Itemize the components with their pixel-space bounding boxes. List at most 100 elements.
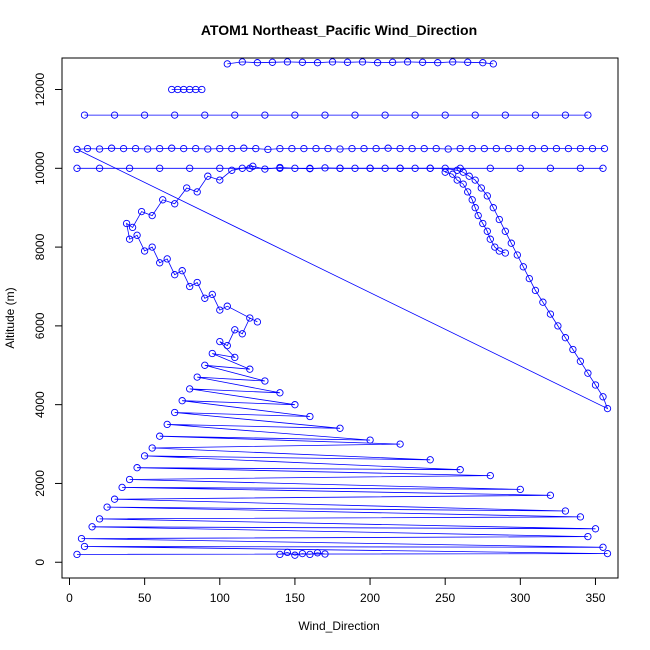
data-point [193,373,201,381]
data-point [140,111,149,119]
data-point [73,550,81,559]
data-point [110,495,119,503]
data-point [321,111,329,119]
data-point [456,466,464,474]
data-point [358,58,367,66]
x-axis-label: Wind_Direction [298,619,379,633]
data-point [131,144,140,153]
data-point [246,365,254,373]
data-point [159,196,167,204]
data-point [403,58,412,66]
data-point [137,207,146,216]
data-point [483,227,491,235]
data-point [603,549,612,558]
chart-title: ATOM1 Northeast_Pacific Wind_Direction [201,22,477,38]
data-point [283,548,292,557]
data-point [306,164,314,172]
data-point [366,436,374,444]
data-point [148,444,156,452]
data-point [306,412,314,421]
data-point [546,310,555,318]
data-point [449,170,457,178]
data-point [261,165,269,173]
data-point [201,111,209,119]
y-tick-label: 10000 [33,151,47,185]
data-point [110,111,119,119]
data-point [246,164,254,172]
data-point [501,111,509,119]
data-point [591,525,600,533]
data-point [464,188,472,196]
data-point [540,144,549,153]
data-point [384,144,392,152]
data-point [291,111,299,119]
series-line [279,551,326,556]
data-point [599,393,607,401]
data-point [584,111,592,119]
data-point [73,164,81,172]
data-point [492,144,500,153]
data-point [73,145,81,154]
data-point [381,111,389,119]
data-point [133,231,141,239]
data-point [360,144,368,153]
data-point [426,164,434,172]
data-point [148,211,156,220]
data-point [204,172,212,180]
series-1 [73,164,607,172]
data-point [486,471,494,480]
data-point [432,144,440,153]
data-point [201,294,209,302]
data-point [193,278,201,287]
data-point [193,188,201,196]
data-point [216,337,224,346]
data-point [474,211,482,220]
data-point [171,408,179,417]
data-point [603,404,612,413]
series-2 [80,111,592,119]
data-point [479,59,487,67]
data-point [479,219,487,228]
y-axis: 0 2000 4000 6000 8000 10000 12000 [33,73,63,566]
data-point [103,503,111,511]
data-point [223,302,231,310]
data-point [569,345,577,354]
data-point [83,144,92,153]
x-tick-label: 150 [285,591,305,605]
data-point [554,322,562,330]
y-tick-label: 2000 [33,470,47,497]
data-point [336,424,344,432]
series-line [227,61,494,65]
data-point [328,58,337,66]
data-point [300,144,308,153]
data-point [238,58,246,66]
data-point [252,144,260,153]
data-point [313,59,322,67]
y-tick-label: 8000 [33,233,47,260]
data-point [186,385,194,393]
data-point [231,326,239,334]
data-point [298,549,307,558]
x-axis: 0 50 100 150 200 250 300 350 [66,577,606,605]
data-point [366,164,374,172]
data-point [599,543,607,551]
data-point [483,192,491,200]
x-tick-label: 300 [510,591,530,605]
series-4 [168,85,206,94]
series-3 [223,58,497,68]
data-point [539,298,547,306]
x-tick-label: 100 [210,591,230,605]
series-line [75,147,609,555]
data-point [276,144,284,153]
data-point [291,401,299,409]
data-point [88,523,96,531]
data-point [125,164,134,172]
data-point [183,184,191,192]
data-point [276,550,284,559]
data-point [80,111,89,119]
data-point [576,513,585,521]
data-point [531,286,540,295]
data-point [504,144,512,153]
data-point [240,144,248,152]
